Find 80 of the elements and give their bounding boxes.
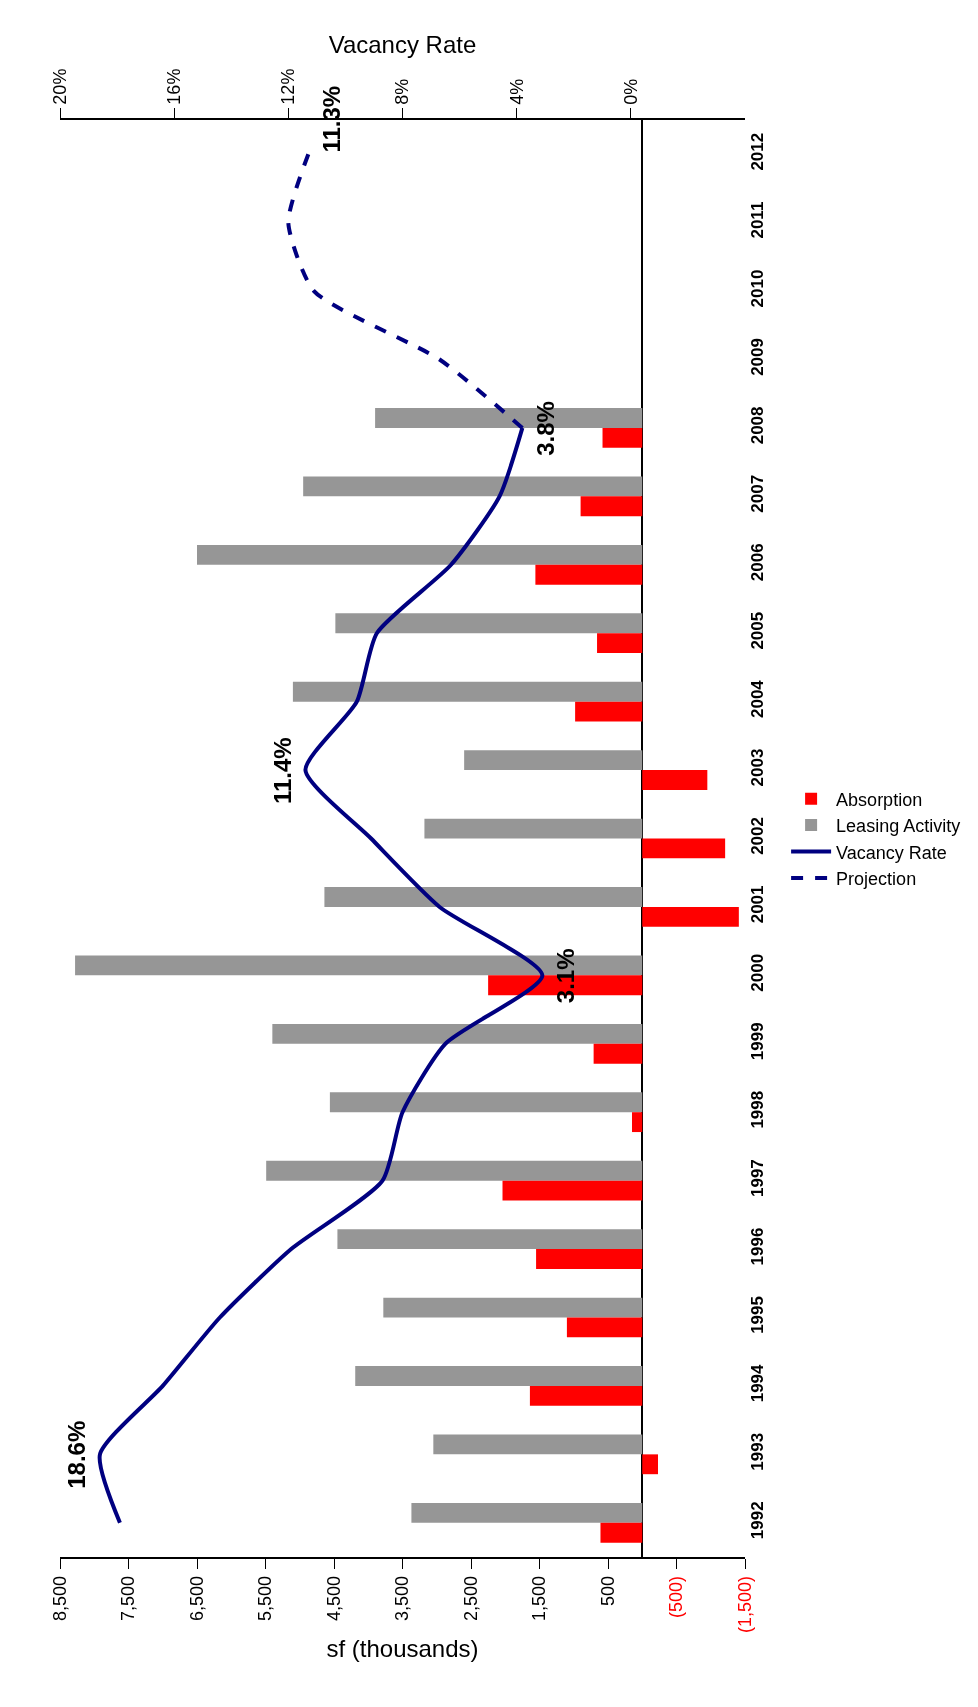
bar	[631, 1112, 643, 1133]
y-tick-label: 1992	[748, 1501, 767, 1540]
x-tick-label: (500)	[666, 1575, 687, 1618]
y-tick-label: 1999	[748, 1022, 767, 1061]
y-tick-label: 2000	[748, 953, 767, 992]
y-tick-label: 2010	[748, 269, 767, 308]
data-label: 11.4%	[268, 737, 296, 805]
bar	[642, 1454, 659, 1475]
bar	[597, 633, 643, 654]
bar	[266, 1160, 643, 1181]
bar	[642, 770, 708, 790]
bar	[292, 681, 643, 702]
bar	[536, 1249, 643, 1269]
x-tick-label: 6,500	[186, 1575, 207, 1621]
bar	[464, 750, 643, 771]
x2-tick-label: 20%	[49, 68, 70, 105]
x-tick-label: 2,500	[460, 1575, 481, 1621]
bar	[424, 818, 643, 839]
bar	[272, 1023, 643, 1044]
y-tick-label: 1998	[748, 1090, 767, 1129]
x-tick-label: 3,500	[392, 1575, 413, 1621]
x2-tick-label: 12%	[278, 68, 299, 105]
x2-axis-title: Vacancy Rate	[328, 31, 477, 59]
bar	[383, 1297, 643, 1318]
x-tick-label: 4,500	[323, 1575, 344, 1621]
x2-tick-label: 8%	[392, 78, 413, 105]
y-tick-label: 1996	[748, 1227, 767, 1266]
bar	[197, 544, 643, 565]
x2-tick-label: 4%	[506, 78, 527, 105]
y-tick-label: 2008	[748, 406, 767, 445]
bar	[575, 701, 643, 722]
bar	[600, 1522, 643, 1543]
bar	[580, 496, 643, 517]
bar	[642, 906, 739, 927]
y-tick-label: 2002	[748, 817, 767, 855]
y-tick-label: 1995	[748, 1296, 767, 1334]
x-tick-label: 5,500	[255, 1575, 276, 1621]
x-axis-title: sf (thousands)	[326, 1634, 479, 1662]
y-tick-label: 2004	[748, 679, 767, 718]
bar	[433, 1434, 643, 1455]
bar	[329, 1092, 643, 1113]
legend-label: Projection	[836, 868, 917, 889]
y-tick-label: 1993	[748, 1432, 767, 1471]
x-tick-label: 500	[597, 1575, 618, 1606]
data-label: 3.1%	[552, 948, 580, 1004]
bar	[535, 564, 643, 585]
y-tick-label: 2001	[748, 885, 767, 924]
bar	[529, 1385, 643, 1406]
bar	[303, 476, 643, 497]
y-tick-label: 2006	[748, 543, 767, 582]
bar	[411, 1502, 643, 1523]
bar	[593, 1043, 643, 1064]
y-tick-label: 2012	[748, 132, 767, 171]
bar	[642, 838, 726, 859]
y-tick-label: 2011	[748, 201, 767, 239]
legend-label: Absorption	[836, 789, 923, 810]
bar	[337, 1229, 643, 1250]
y-tick-label: 2005	[748, 611, 767, 650]
x2-tick-label: 0%	[620, 78, 641, 105]
data-label: 18.6%	[63, 1420, 91, 1489]
bar	[324, 887, 643, 907]
bar	[602, 427, 643, 448]
x-tick-label: 8,500	[49, 1575, 70, 1621]
legend-label: Leasing Activity	[836, 816, 961, 837]
bar	[566, 1317, 643, 1338]
y-tick-label: 1997	[748, 1159, 767, 1197]
y-tick-label: 2007	[748, 474, 767, 513]
legend-label: Vacancy Rate	[836, 842, 947, 863]
y-tick-label: 2009	[748, 338, 767, 376]
x2-tick-label: 16%	[164, 68, 185, 105]
data-label: 3.8%	[531, 401, 559, 456]
bar	[335, 613, 643, 634]
y-tick-label: 2003	[748, 748, 767, 787]
bar	[355, 1366, 643, 1386]
x-tick-label: 7,500	[118, 1575, 139, 1621]
x-tick-label: (1,500)	[734, 1575, 755, 1633]
bar	[502, 1180, 643, 1201]
data-label: 11.3%	[318, 85, 346, 153]
y-tick-label: 1994	[748, 1363, 767, 1403]
x-tick-label: 1,500	[529, 1575, 550, 1621]
